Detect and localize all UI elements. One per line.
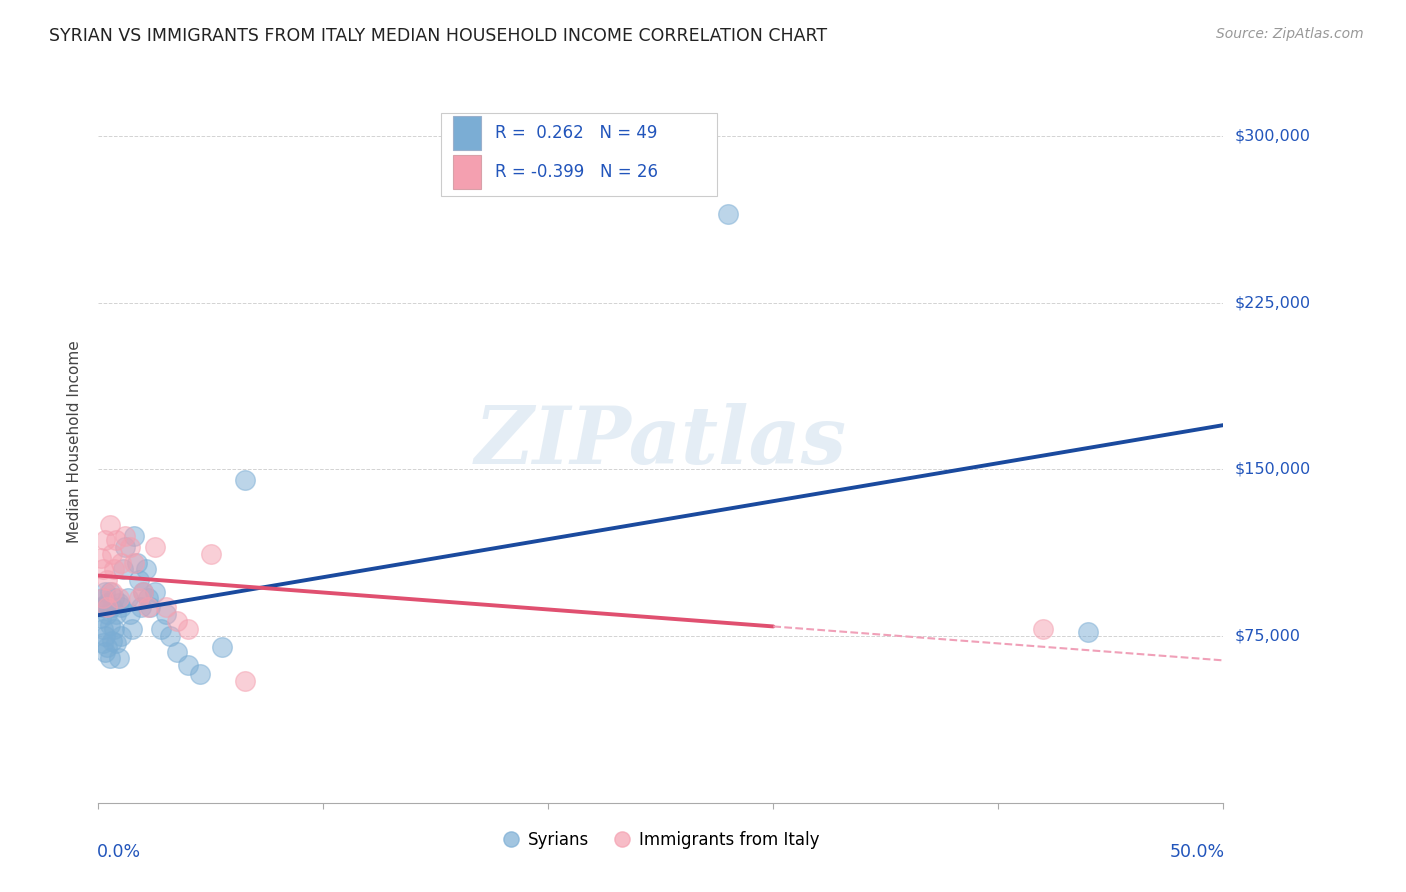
- Point: [188, 666, 211, 681]
- Point: [98, 618, 121, 632]
- Point: [94, 533, 117, 548]
- Text: R = -0.399   N = 26: R = -0.399 N = 26: [495, 163, 658, 181]
- Point: [91, 636, 114, 650]
- Point: [177, 623, 200, 637]
- Point: [101, 584, 124, 599]
- Point: [139, 600, 162, 615]
- Point: [717, 207, 740, 221]
- Text: $150,000: $150,000: [1234, 462, 1310, 477]
- Point: [166, 614, 188, 628]
- Point: [124, 529, 146, 543]
- Point: [1077, 624, 1099, 639]
- Point: [103, 591, 125, 606]
- Point: [94, 600, 117, 615]
- Point: [150, 623, 173, 637]
- Point: [94, 629, 117, 643]
- Point: [96, 574, 118, 588]
- Text: 50.0%: 50.0%: [1170, 843, 1225, 861]
- Point: [101, 600, 124, 615]
- Point: [155, 607, 177, 621]
- Point: [103, 562, 125, 576]
- Text: 0.0%: 0.0%: [97, 843, 142, 861]
- FancyBboxPatch shape: [441, 112, 717, 196]
- Point: [177, 657, 200, 672]
- Point: [136, 591, 159, 606]
- Point: [132, 584, 155, 599]
- Point: [132, 584, 155, 599]
- Point: [96, 600, 118, 615]
- Point: [114, 540, 136, 554]
- Point: [159, 629, 181, 643]
- Point: [107, 651, 129, 665]
- Point: [136, 600, 159, 615]
- Point: [129, 600, 152, 615]
- Point: [101, 547, 124, 561]
- Point: [107, 596, 129, 610]
- Point: [90, 611, 112, 625]
- Point: [1032, 623, 1054, 637]
- Point: [90, 600, 112, 615]
- Point: [166, 645, 188, 659]
- Text: ZIPatlas: ZIPatlas: [475, 403, 846, 480]
- Point: [128, 591, 150, 606]
- Point: [233, 673, 256, 688]
- Point: [98, 517, 121, 532]
- Point: [96, 607, 118, 621]
- Point: [200, 547, 222, 561]
- Point: [155, 600, 177, 615]
- Point: [110, 600, 132, 615]
- Point: [90, 551, 112, 566]
- Bar: [453, 154, 481, 189]
- Point: [91, 562, 114, 576]
- Point: [121, 623, 143, 637]
- Point: [105, 607, 128, 621]
- Point: [105, 533, 128, 548]
- Text: $225,000: $225,000: [1234, 295, 1310, 310]
- Point: [101, 633, 124, 648]
- Point: [143, 584, 166, 599]
- Y-axis label: Median Household Income: Median Household Income: [67, 340, 83, 543]
- Text: $300,000: $300,000: [1234, 128, 1310, 144]
- Point: [117, 591, 139, 606]
- Point: [96, 596, 118, 610]
- Point: [105, 636, 128, 650]
- Text: SYRIAN VS IMMIGRANTS FROM ITALY MEDIAN HOUSEHOLD INCOME CORRELATION CHART: SYRIAN VS IMMIGRANTS FROM ITALY MEDIAN H…: [49, 27, 827, 45]
- Point: [94, 645, 117, 659]
- Point: [135, 562, 157, 576]
- Point: [110, 556, 132, 570]
- Point: [98, 584, 121, 599]
- Legend: Syrians, Immigrants from Italy: Syrians, Immigrants from Italy: [496, 824, 825, 856]
- Point: [107, 591, 129, 606]
- Point: [110, 629, 132, 643]
- Point: [118, 540, 141, 554]
- Point: [114, 529, 136, 543]
- Bar: [453, 116, 481, 151]
- Point: [91, 591, 114, 606]
- Point: [233, 474, 256, 488]
- Point: [112, 562, 135, 576]
- Point: [91, 591, 114, 606]
- Point: [118, 607, 141, 621]
- Text: $75,000: $75,000: [1234, 629, 1301, 643]
- Point: [96, 640, 118, 655]
- Point: [124, 556, 146, 570]
- Point: [143, 540, 166, 554]
- Point: [94, 584, 117, 599]
- Point: [125, 556, 148, 570]
- Point: [211, 640, 233, 655]
- Text: Source: ZipAtlas.com: Source: ZipAtlas.com: [1216, 27, 1364, 41]
- Point: [98, 651, 121, 665]
- Point: [91, 623, 114, 637]
- Text: R =  0.262   N = 49: R = 0.262 N = 49: [495, 124, 658, 142]
- Point: [103, 623, 125, 637]
- Point: [128, 574, 150, 588]
